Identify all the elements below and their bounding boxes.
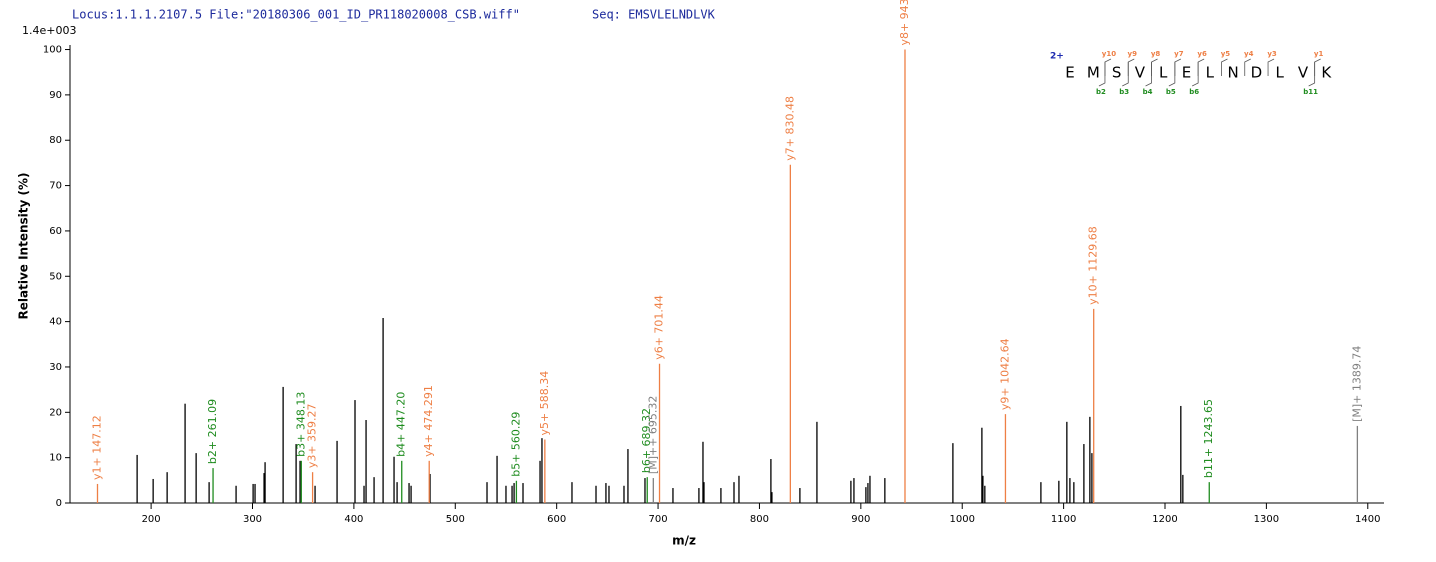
y-tick-label: 70 (49, 181, 62, 192)
peak-label: [M]++ 695.32 (646, 396, 659, 475)
b-ion-bracket (1145, 62, 1152, 87)
peak-label: b5+ 560.29 (509, 412, 522, 477)
y-ion-bracket (1244, 58, 1251, 76)
residue: E (1182, 64, 1191, 82)
residue: L (1276, 64, 1285, 82)
peak-label: y10+ 1129.68 (1087, 226, 1100, 305)
y-tick-label: 40 (49, 317, 62, 328)
peak-label: b6+ 689.32 (640, 408, 653, 473)
b-ion: b2 (1096, 88, 1106, 96)
x-tick-label: 300 (243, 514, 262, 525)
y-tick-label: 90 (49, 90, 62, 101)
peak-label: b11+ 1243.65 (1202, 399, 1215, 478)
x-tick-label: 800 (750, 514, 769, 525)
y-ion: y3 (1267, 50, 1277, 58)
y-ion: y7 (1174, 50, 1184, 58)
y-ion: y1 (1314, 50, 1324, 58)
peak-label: y7+ 830.48 (783, 96, 796, 161)
x-tick-label: 700 (649, 514, 668, 525)
y-tick-label: 10 (49, 453, 62, 464)
residue: K (1321, 64, 1332, 82)
y-ion-bracket (1151, 58, 1158, 76)
y-ion: y4 (1244, 50, 1254, 58)
b-ion: b4 (1143, 88, 1153, 96)
peak-label: y3+ 359.27 (306, 403, 319, 468)
peak-label: y4+ 474.291 (422, 385, 435, 457)
residue: E (1065, 64, 1074, 82)
y-ion-bracket (1104, 58, 1112, 76)
x-tick-label: 1300 (1254, 514, 1279, 525)
peak-label: b4+ 447.20 (395, 392, 408, 457)
scale-label: 1.4e+003 (22, 24, 76, 37)
y-ion: y10 (1102, 50, 1116, 58)
b-ion: b3 (1119, 88, 1129, 96)
y-tick-label: 100 (43, 45, 62, 56)
y-axis-label: Relative Intensity (%) (17, 173, 31, 320)
x-tick-label: 1000 (949, 514, 974, 525)
y-ion: y6 (1197, 50, 1207, 58)
b-ion-bracket (1122, 62, 1129, 87)
peak-label: y9+ 1042.64 (998, 338, 1011, 410)
y-ion-bracket (1197, 58, 1205, 76)
y-tick-label: 20 (49, 407, 62, 418)
y-ion: y9 (1128, 50, 1138, 58)
x-tick-label: 500 (446, 514, 465, 525)
y-tick-label: 0 (56, 498, 62, 509)
b-ion: b5 (1166, 88, 1176, 96)
x-tick-label: 900 (851, 514, 870, 525)
x-tick-label: 1100 (1051, 514, 1076, 525)
b-ion-bracket (1168, 62, 1176, 87)
sequence-header: Seq: EMSVLELNDLVK (592, 8, 716, 22)
x-axis-label: m/z (672, 534, 696, 548)
b-ion-bracket (1191, 62, 1199, 87)
x-tick-label: 200 (142, 514, 161, 525)
peak-label: b3+ 348.13 (294, 392, 307, 457)
charge: 2+ (1050, 52, 1064, 62)
y-ion-bracket (1267, 58, 1275, 76)
y-ion-bracket (1314, 58, 1321, 76)
residue: D (1251, 64, 1263, 82)
peak-label: [M]+ 1389.74 (1350, 346, 1363, 422)
residue: N (1227, 64, 1238, 82)
residue: V (1298, 64, 1309, 82)
y-ion-bracket (1174, 58, 1182, 76)
y-ion-bracket (1127, 58, 1135, 76)
header: Locus:1.1.1.2107.5 File:"20180306_001_ID… (72, 8, 520, 22)
residue: S (1112, 64, 1122, 82)
peak-label: y5+ 588.34 (538, 371, 551, 436)
residue: V (1135, 64, 1146, 82)
y-ion: y5 (1221, 50, 1231, 58)
residue: L (1206, 64, 1215, 82)
peak-label: y1+ 147.12 (90, 415, 103, 480)
x-tick-label: 400 (344, 514, 363, 525)
residue: L (1159, 64, 1168, 82)
residue: M (1087, 64, 1100, 82)
y-tick-label: 60 (49, 226, 62, 237)
b-ion: b6 (1189, 88, 1199, 96)
y-tick-label: 80 (49, 135, 62, 146)
x-tick-label: 1200 (1152, 514, 1177, 525)
peak-label: y8+ 943.55 (898, 0, 911, 46)
y-ion: y8 (1151, 50, 1161, 58)
peak-label: b2+ 261.09 (206, 399, 219, 464)
peak-label: y6+ 701.44 (653, 295, 666, 360)
x-tick-label: 1400 (1355, 514, 1380, 525)
b-ion-bracket (1308, 62, 1316, 87)
y-tick-label: 50 (49, 271, 62, 282)
y-ion-bracket (1221, 58, 1228, 76)
b-ion: b11 (1303, 88, 1318, 96)
x-tick-label: 600 (547, 514, 566, 525)
b-ion-bracket (1098, 62, 1106, 87)
y-tick-label: 30 (49, 362, 62, 373)
